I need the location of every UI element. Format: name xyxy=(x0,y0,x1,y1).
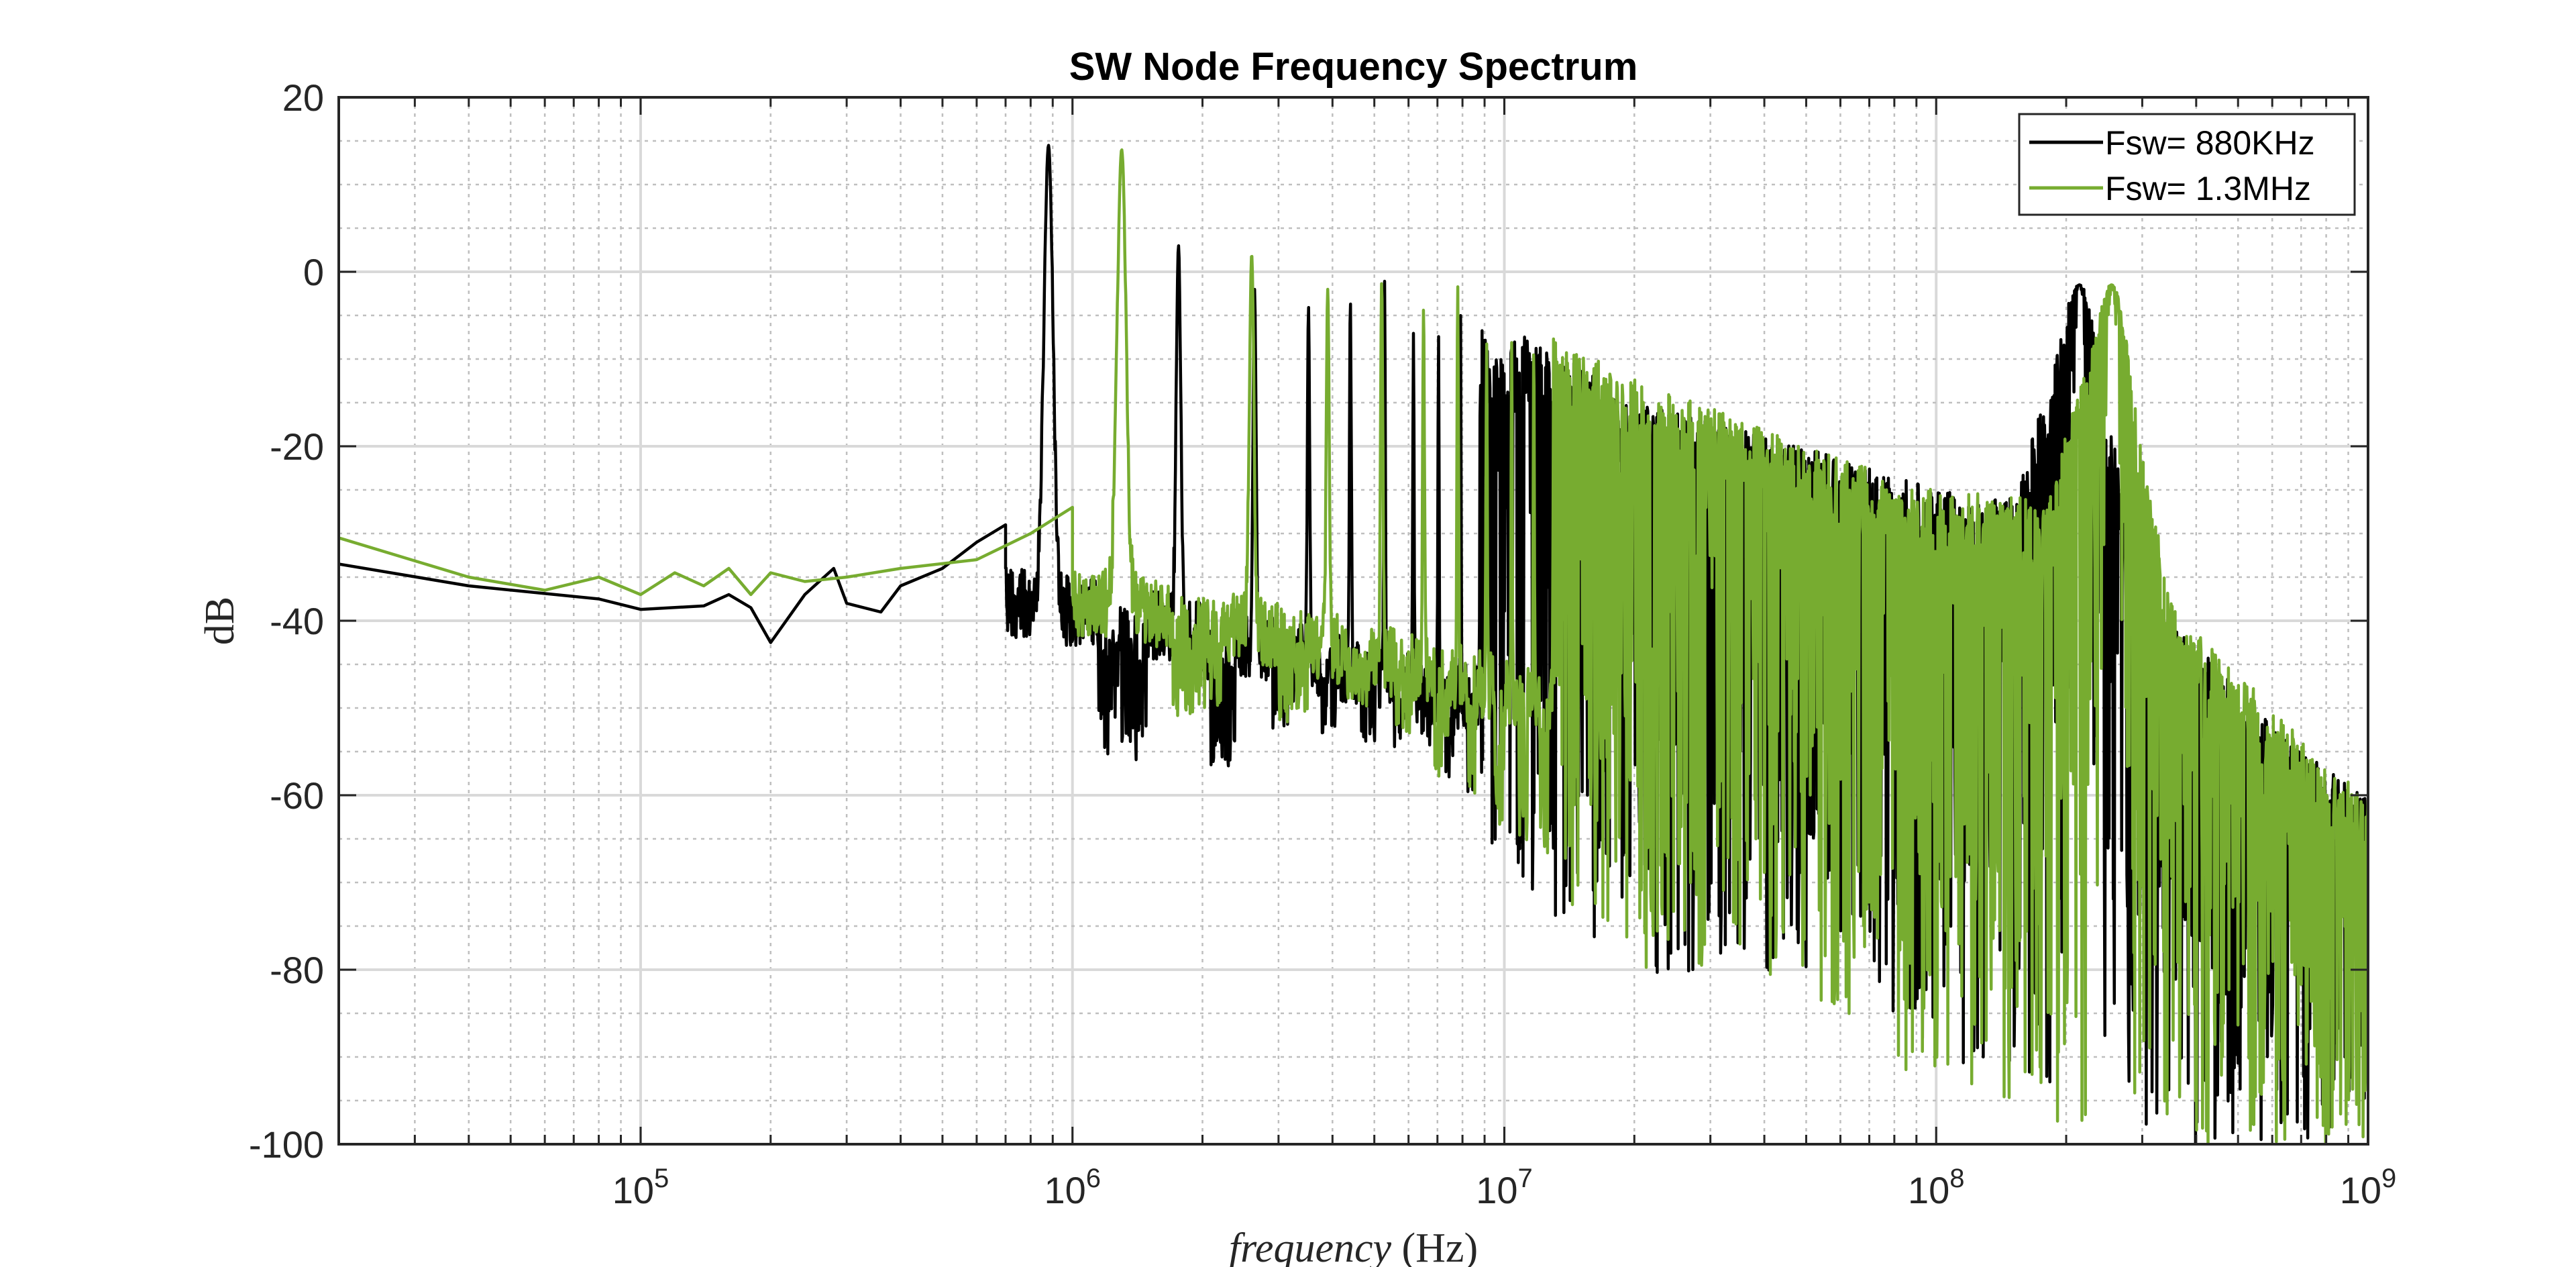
x-tick-label: 106 xyxy=(1044,1164,1101,1211)
y-tick-label: -100 xyxy=(249,1123,324,1166)
x-tick-label: 109 xyxy=(2340,1164,2397,1211)
y-tick-label: 20 xyxy=(282,77,324,119)
y-tick-label: -20 xyxy=(270,425,324,468)
legend-box xyxy=(2018,113,2356,216)
y-axis-label: dB xyxy=(197,597,243,645)
x-axis-label: frequency (Hz) xyxy=(1229,1225,1478,1267)
y-tick-label: -80 xyxy=(270,949,324,991)
x-tick-label: 105 xyxy=(612,1164,669,1211)
x-axis-label-quantity: frequency xyxy=(1229,1225,1392,1267)
legend-entry-label: Fsw= 1.3MHz xyxy=(2105,170,2311,207)
tick-layer: 105 106 107 108 109 20 0 -20 -40 -60 -80 -100 xyxy=(249,77,2396,1211)
y-tick-label: 0 xyxy=(303,251,324,293)
x-tick-label: 108 xyxy=(1908,1164,1965,1211)
y-tick-label: -60 xyxy=(270,774,324,817)
series-line-fsw-1-3mhz xyxy=(339,148,2368,1144)
y-tick-label: -40 xyxy=(270,600,324,642)
x-tick-label: 107 xyxy=(1476,1164,1533,1211)
x-axis-label-unit: (Hz) xyxy=(1402,1225,1479,1267)
legend: Fsw= 880KHz Fsw= 1.3MHz xyxy=(2018,113,2356,216)
series-layer xyxy=(339,144,2368,1144)
chart-title: SW Node Frequency Spectrum xyxy=(1069,45,1638,89)
legend-entry-label: Fsw= 880KHz xyxy=(2105,124,2315,162)
